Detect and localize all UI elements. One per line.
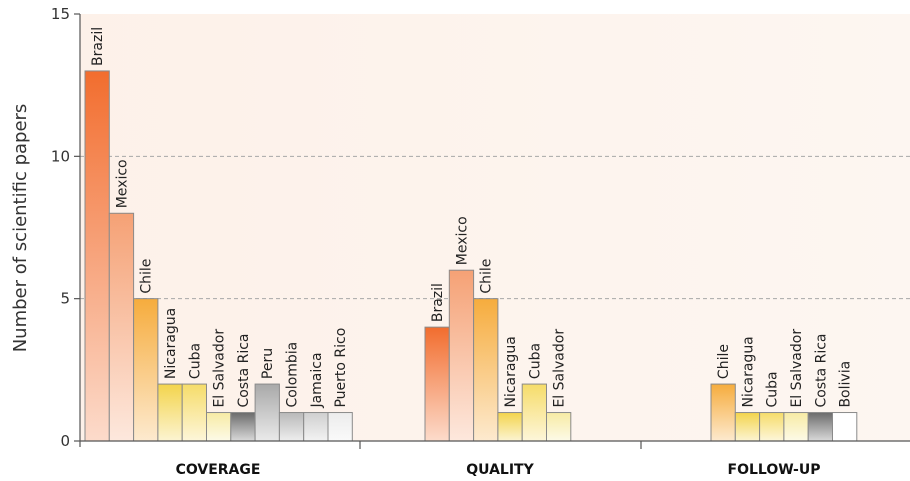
bar-label: Cuba — [527, 343, 543, 379]
bar-coverage-chile — [133, 298, 159, 442]
bar-quality-cuba — [521, 383, 548, 442]
bar-quality-chile — [473, 298, 499, 442]
bar-label: Chile — [716, 344, 732, 379]
bar-coverage-costa-rica — [230, 412, 256, 442]
y-tick-label: 10 — [51, 147, 70, 165]
bar-label: Costa Rica — [813, 333, 829, 407]
y-tick-label: 0 — [60, 432, 70, 450]
bar-label: Brazil — [90, 27, 106, 66]
bar-label: Bolivia — [838, 361, 854, 408]
bar-follow-up-costa-rica — [807, 412, 834, 442]
bar-coverage-nicaragua — [157, 383, 183, 442]
y-axis-label: Number of scientific papers — [10, 104, 31, 353]
bar-coverage-colombia — [278, 412, 305, 442]
bar-coverage-puerto-rico — [327, 412, 353, 442]
bar-quality-mexico — [448, 269, 475, 442]
bar-coverage-brazil — [84, 70, 110, 442]
bar-label: Mexico — [454, 216, 470, 265]
bar-label: Nicaragua — [740, 336, 756, 407]
bar-label: Nicaragua — [163, 308, 179, 379]
bar-follow-up-nicaragua — [734, 412, 761, 442]
bar-coverage-cuba — [181, 383, 207, 442]
bars: Brazil Mexico Chile Nicaragua Cuba El Salvado… — [84, 27, 858, 442]
bar-coverage-peru — [254, 383, 280, 442]
bar-label: Cuba — [187, 343, 203, 379]
bar-label: Colombia — [285, 342, 301, 408]
bar-label: Peru — [260, 348, 276, 379]
bar-quality-brazil — [424, 326, 450, 442]
y-tick-label: 15 — [51, 5, 70, 23]
bar-label: Cuba — [765, 371, 781, 407]
x-group-label: COVERAGE — [176, 462, 261, 478]
bar-coverage-mexico — [108, 212, 135, 442]
bar-quality-nicaragua — [497, 412, 523, 442]
bar-follow-up-el-salvador — [783, 412, 809, 442]
bar-follow-up-cuba — [759, 412, 785, 442]
bar-group-coverage: Brazil Mexico Chile Nicaragua Cuba El Salvado… — [84, 27, 353, 442]
bar-label: Chile — [139, 259, 155, 294]
x-group-label: QUALITY — [466, 462, 534, 478]
bar-group-quality: Brazil Mexico Chile Nicaragua Cuba El Salvado… — [424, 216, 572, 442]
x-group-label: FOLLOW-UP — [728, 462, 821, 478]
bar-label: Puerto Rico — [333, 328, 349, 408]
bar-label: Mexico — [114, 159, 130, 208]
bar-label: El Salvador — [789, 329, 805, 408]
axes: 0 5 10 15 COVERAGE QUALITY FOLLOW-UP — [51, 5, 910, 478]
bar-follow-up-chile — [710, 383, 736, 442]
bar-quality-el-salvador — [546, 412, 572, 442]
bar-label: Costa Rica — [236, 333, 252, 407]
bar-group-follow-up: Chile Nicaragua Cuba El Salvador Costa Rica B… — [710, 329, 858, 442]
bar-label: Nicaragua — [503, 336, 519, 407]
bar-label: Jamaica — [309, 352, 325, 408]
bar-label: Brazil — [430, 283, 446, 322]
y-tick-label: 5 — [60, 290, 70, 308]
bar-label: Chile — [479, 259, 495, 294]
bar-coverage-jamaica — [303, 412, 329, 442]
bar-label: El Salvador — [552, 329, 568, 408]
bar-coverage-el-salvador — [206, 412, 232, 442]
bar-label: El Salvador — [212, 329, 228, 408]
bar-follow-up-bolivia — [832, 412, 858, 442]
